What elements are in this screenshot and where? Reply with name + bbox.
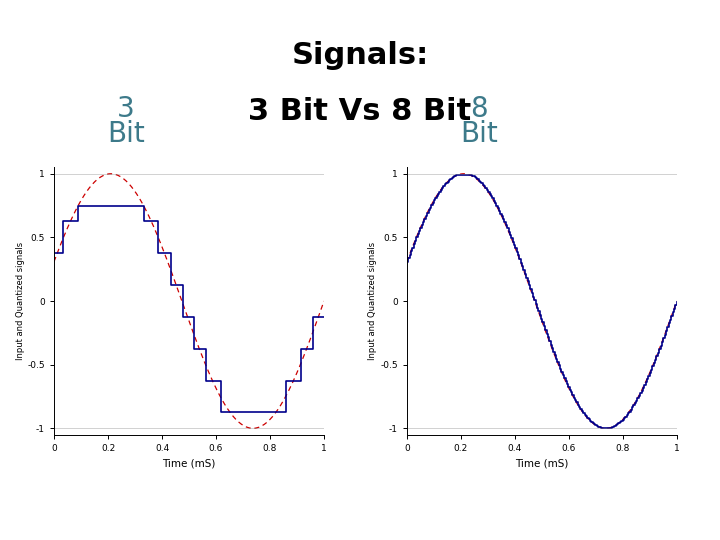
Text: EEET0770 Digital Filter Design: EEET0770 Digital Filter Design (270, 10, 450, 20)
Text: 3
Bit: 3 Bit (107, 94, 145, 149)
Text: Signals:: Signals: (292, 42, 428, 70)
X-axis label: Time (mS): Time (mS) (162, 458, 216, 468)
Y-axis label: Input and Quantized signals: Input and Quantized signals (16, 242, 24, 360)
Text: 3 Bit Vs 8 Bit: 3 Bit Vs 8 Bit (248, 97, 472, 126)
Text: Centre of Electronic Systems and
Digital Signal Processing: Centre of Electronic Systems and Digital… (29, 484, 304, 520)
X-axis label: Time (mS): Time (mS) (515, 458, 569, 468)
Text: 8
Bit: 8 Bit (460, 94, 498, 149)
Y-axis label: Input and Quantized signals: Input and Quantized signals (369, 242, 377, 360)
